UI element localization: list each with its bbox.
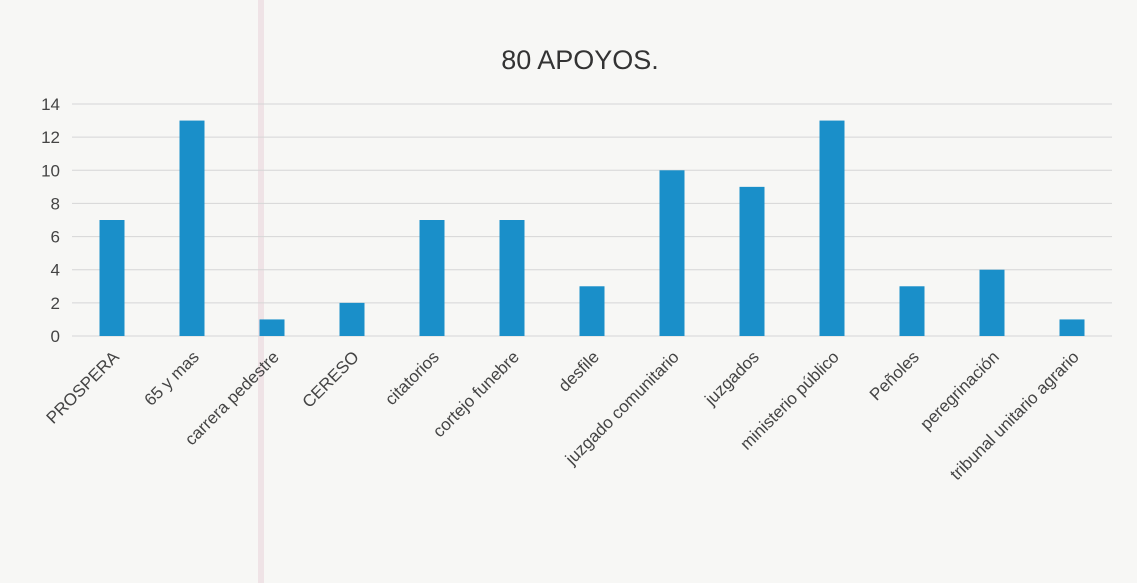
- bar: [339, 302, 365, 336]
- x-tick-label: tribunal unitario agrario: [946, 347, 1082, 483]
- bar: [979, 269, 1005, 336]
- y-tick-label: 0: [51, 327, 60, 346]
- bar: [739, 186, 765, 336]
- bar: [99, 220, 125, 336]
- x-tick-label: desfile: [555, 347, 603, 395]
- bar: [179, 120, 205, 336]
- y-tick-label: 2: [51, 294, 60, 313]
- y-tick-label: 8: [51, 194, 60, 213]
- chart-title: 80 APOYOS.: [501, 45, 659, 75]
- y-tick-label: 6: [51, 228, 60, 247]
- x-tick-label: CERESO: [299, 347, 363, 411]
- y-axis-ticks: 0 2 4 6 8 10 12 14: [41, 95, 60, 346]
- x-tick-label: cortejo funebre: [429, 347, 523, 441]
- x-tick-label: citatorios: [381, 347, 443, 409]
- bars: [99, 120, 1085, 336]
- bar: [499, 220, 525, 336]
- gridlines: [72, 103, 1112, 337]
- x-tick-label: PROSPERA: [43, 347, 124, 428]
- y-tick-label: 4: [51, 261, 60, 280]
- x-tick-label: Peñoles: [866, 347, 923, 404]
- y-tick-label: 12: [41, 128, 60, 147]
- bar: [819, 120, 845, 336]
- bar: [1059, 319, 1085, 336]
- page-fold-shadow: [258, 0, 264, 583]
- bar: [579, 286, 605, 336]
- bar: [419, 220, 445, 336]
- x-tick-label: 65 y mas: [141, 347, 203, 409]
- y-tick-label: 10: [41, 161, 60, 180]
- bar: [899, 286, 925, 336]
- y-tick-label: 14: [41, 95, 60, 114]
- x-tick-label: peregrinación: [917, 347, 1003, 433]
- bar: [659, 170, 685, 336]
- x-tick-label: juzgados: [701, 347, 763, 409]
- bar: [259, 319, 285, 336]
